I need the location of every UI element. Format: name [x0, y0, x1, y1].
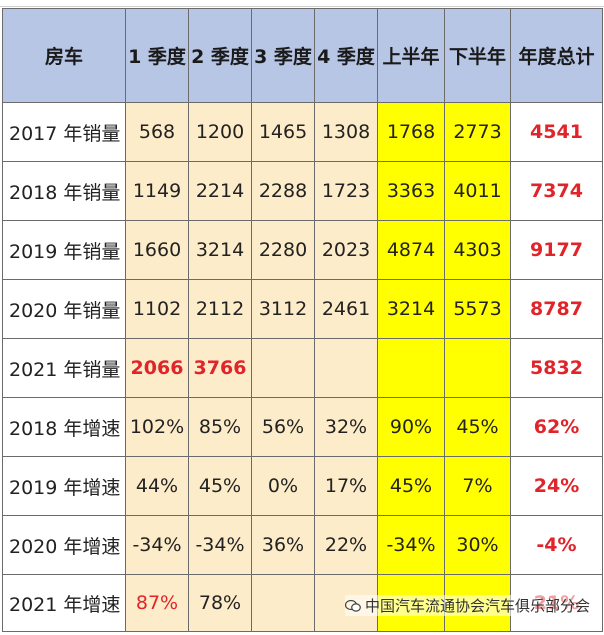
row-label: 2021 年销量 [2, 338, 126, 398]
cell-q3: 36% [251, 515, 315, 575]
cell-q1: 1102 [125, 279, 189, 339]
cell-q2: 3766 [188, 338, 252, 398]
cell-second-half [444, 338, 511, 398]
cell-q3 [251, 574, 315, 632]
cell-q4: 2023 [314, 220, 378, 280]
header-first-half: 上半年 [377, 8, 445, 103]
cell-first-half: 1768 [377, 102, 445, 162]
cell-second-half: 30% [444, 515, 511, 575]
watermark: 中国汽车流通协会汽车俱乐部分会 [345, 595, 591, 616]
cell-annual-total: 24% [510, 456, 603, 516]
cell-first-half: -34% [377, 515, 445, 575]
cell-q4 [314, 338, 378, 398]
cell-annual-total: 4541 [510, 102, 603, 162]
table-row: 2017 年销量 568 1200 1465 1308 1768 2773 45… [2, 102, 603, 162]
header-second-half: 下半年 [444, 8, 511, 103]
header-category: 房车 [2, 8, 126, 103]
row-label: 2020 年销量 [2, 279, 126, 339]
row-label: 2018 年销量 [2, 161, 126, 221]
cell-q1: 2066 [125, 338, 189, 398]
cell-q3 [251, 338, 315, 398]
cell-q1: 1660 [125, 220, 189, 280]
cell-q1: 1149 [125, 161, 189, 221]
header-q2: 2 季度 [188, 8, 252, 103]
cell-q3: 0% [251, 456, 315, 516]
cell-second-half: 7% [444, 456, 511, 516]
cell-second-half: 2773 [444, 102, 511, 162]
watermark-text: 中国汽车流通协会汽车俱乐部分会 [365, 597, 591, 615]
row-label: 2019 年增速 [2, 456, 126, 516]
cell-q1: 44% [125, 456, 189, 516]
cell-q4: 1308 [314, 102, 378, 162]
table-row: 2020 年销量 1102 2112 3112 2461 3214 5573 8… [2, 279, 603, 339]
cell-second-half: 5573 [444, 279, 511, 339]
table-row: 2019 年增速 44% 45% 0% 17% 45% 7% 24% [2, 456, 603, 516]
cell-q3: 2280 [251, 220, 315, 280]
cell-q1: 102% [125, 397, 189, 457]
cell-q4: 22% [314, 515, 378, 575]
rv-sales-table: 房车 1 季度 2 季度 3 季度 4 季度 上半年 下半年 年度总计 2017… [2, 8, 603, 632]
wechat-icon [345, 600, 361, 612]
cell-q2: 78% [188, 574, 252, 632]
cell-annual-total: 7374 [510, 161, 603, 221]
cell-first-half: 45% [377, 456, 445, 516]
cell-annual-total: -4% [510, 515, 603, 575]
header-q4: 4 季度 [314, 8, 378, 103]
cell-q2: 1200 [188, 102, 252, 162]
top-border [0, 0, 604, 7]
cell-q2: 85% [188, 397, 252, 457]
cell-q2: 2112 [188, 279, 252, 339]
cell-q3: 2288 [251, 161, 315, 221]
cell-first-half: 4874 [377, 220, 445, 280]
cell-first-half: 90% [377, 397, 445, 457]
row-label: 2019 年销量 [2, 220, 126, 280]
cell-first-half: 3363 [377, 161, 445, 221]
cell-q2: 3214 [188, 220, 252, 280]
cell-q4: 2461 [314, 279, 378, 339]
cell-q2: 45% [188, 456, 252, 516]
cell-q1: 87% [125, 574, 189, 632]
cell-q4: 17% [314, 456, 378, 516]
row-label: 2018 年增速 [2, 397, 126, 457]
cell-second-half: 4303 [444, 220, 511, 280]
cell-first-half [377, 338, 445, 398]
header-q3: 3 季度 [251, 8, 315, 103]
table-row: 2021 年销量 2066 3766 5832 [2, 338, 603, 398]
cell-q1: -34% [125, 515, 189, 575]
table-row: 2018 年增速 102% 85% 56% 32% 90% 45% 62% [2, 397, 603, 457]
cell-q2: -34% [188, 515, 252, 575]
cell-q3: 1465 [251, 102, 315, 162]
cell-first-half: 3214 [377, 279, 445, 339]
cell-q1: 568 [125, 102, 189, 162]
cell-q3: 3112 [251, 279, 315, 339]
cell-annual-total: 9177 [510, 220, 603, 280]
row-label: 2017 年销量 [2, 102, 126, 162]
cell-q4: 32% [314, 397, 378, 457]
cell-annual-total: 8787 [510, 279, 603, 339]
cell-second-half: 4011 [444, 161, 511, 221]
table-row: 2020 年增速 -34% -34% 36% 22% -34% 30% -4% [2, 515, 603, 575]
cell-annual-total: 5832 [510, 338, 603, 398]
cell-q2: 2214 [188, 161, 252, 221]
row-label: 2021 年增速 [2, 574, 126, 632]
cell-annual-total: 62% [510, 397, 603, 457]
table-header-row: 房车 1 季度 2 季度 3 季度 4 季度 上半年 下半年 年度总计 [2, 8, 603, 103]
header-q1: 1 季度 [125, 8, 189, 103]
row-label: 2020 年增速 [2, 515, 126, 575]
cell-q3: 56% [251, 397, 315, 457]
cell-q4: 1723 [314, 161, 378, 221]
cell-second-half: 45% [444, 397, 511, 457]
table-row: 2018 年销量 1149 2214 2288 1723 3363 4011 7… [2, 161, 603, 221]
table-row: 2019 年销量 1660 3214 2280 2023 4874 4303 9… [2, 220, 603, 280]
header-annual-total: 年度总计 [510, 8, 603, 103]
